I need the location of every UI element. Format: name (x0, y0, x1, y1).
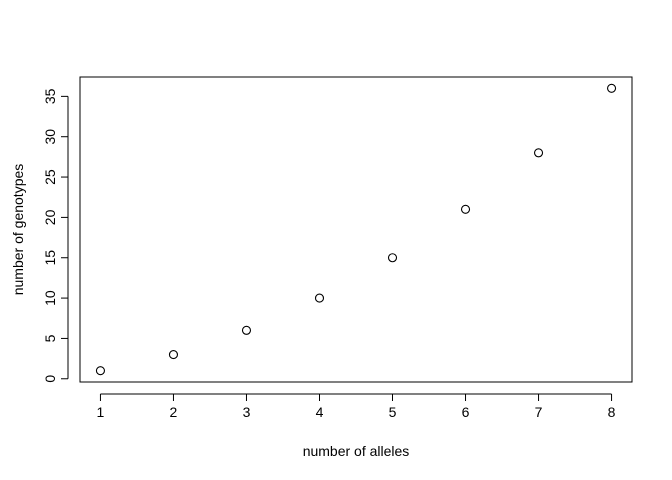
data-point (533, 148, 544, 158)
y-axis-label: number of genotypes (10, 164, 26, 296)
y-tick-label: 10 (42, 290, 58, 306)
y-tick-label: 35 (42, 88, 58, 104)
x-tick-label: 3 (243, 404, 251, 420)
y-axis: 0 5 10 15 20 25 30 35 (42, 88, 69, 383)
x-tick-label: 1 (97, 404, 105, 420)
x-tick-label: 7 (535, 404, 543, 420)
data-points (95, 83, 617, 376)
data-point (607, 83, 617, 93)
data-point (387, 253, 398, 263)
x-tick-label: 6 (462, 404, 470, 420)
x-axis: 1 2 3 4 5 6 7 8 (97, 393, 616, 420)
y-tick-label: 5 (42, 334, 58, 342)
x-tick-label: 4 (316, 404, 324, 420)
x-axis-label: number of alleles (303, 443, 410, 459)
y-tick-label: 30 (42, 129, 58, 145)
x-tick-label: 5 (389, 404, 397, 420)
data-point (460, 204, 471, 214)
data-point (168, 350, 179, 360)
y-tick-label: 25 (42, 169, 58, 185)
y-tick-label: 0 (42, 375, 58, 383)
x-tick-label: 2 (170, 404, 178, 420)
data-point (241, 325, 252, 335)
plot-box (79, 76, 633, 383)
x-tick-label: 8 (608, 404, 616, 420)
data-point (95, 366, 105, 376)
y-tick-label: 20 (42, 209, 58, 225)
y-tick-label: 15 (42, 250, 58, 266)
data-point (314, 293, 325, 303)
